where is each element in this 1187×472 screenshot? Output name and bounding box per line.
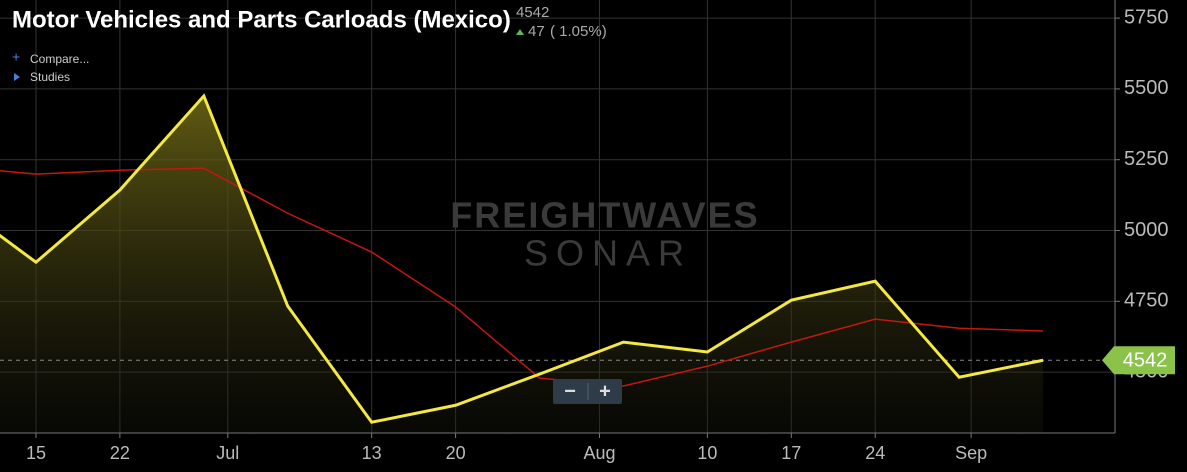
- x-tick-label: Sep: [955, 443, 987, 463]
- y-tick-label: 4750: [1124, 290, 1169, 312]
- x-tick-label: 13: [362, 443, 382, 463]
- area-fill: [0, 96, 1044, 433]
- compare-link[interactable]: Compare...: [30, 52, 89, 66]
- up-arrow: [516, 29, 524, 35]
- x-tick-label: Jul: [216, 443, 239, 463]
- y-tick-label: 5750: [1124, 6, 1169, 28]
- studies-icon: [14, 73, 20, 81]
- x-tick-label: 17: [781, 443, 801, 463]
- x-tick-label: Aug: [583, 443, 615, 463]
- x-tick-label: 24: [865, 443, 885, 463]
- change-percent: ( 1.05%): [550, 23, 607, 40]
- change-value: 47: [528, 23, 545, 40]
- y-tick-label: 5000: [1124, 219, 1169, 241]
- last-value-tag: [1102, 346, 1175, 375]
- y-tick-label: 5500: [1124, 77, 1169, 99]
- chart-title: Motor Vehicles and Parts Carloads (Mexic…: [12, 6, 511, 33]
- series-line: [0, 93, 1044, 424]
- plus-icon: +: [12, 49, 20, 65]
- header-value: 4542: [516, 4, 549, 21]
- average-line: [0, 167, 1044, 387]
- watermark-text: FREIGHTWAVES: [450, 195, 759, 236]
- zoom-out-button[interactable]: −: [564, 380, 576, 402]
- x-tick-label: 20: [446, 443, 466, 463]
- x-tick-label: 10: [697, 443, 717, 463]
- watermark-text: SONAR: [524, 233, 692, 274]
- watermark: FREIGHTWAVES SONAR: [450, 195, 759, 274]
- x-tick-label: 22: [110, 443, 130, 463]
- last-value-label: 4542: [1123, 350, 1168, 372]
- y-tick-label: 5250: [1124, 148, 1169, 170]
- x-tick-label: 15: [26, 443, 46, 463]
- zoom-in-button[interactable]: +: [599, 380, 611, 402]
- studies-link[interactable]: Studies: [30, 70, 70, 84]
